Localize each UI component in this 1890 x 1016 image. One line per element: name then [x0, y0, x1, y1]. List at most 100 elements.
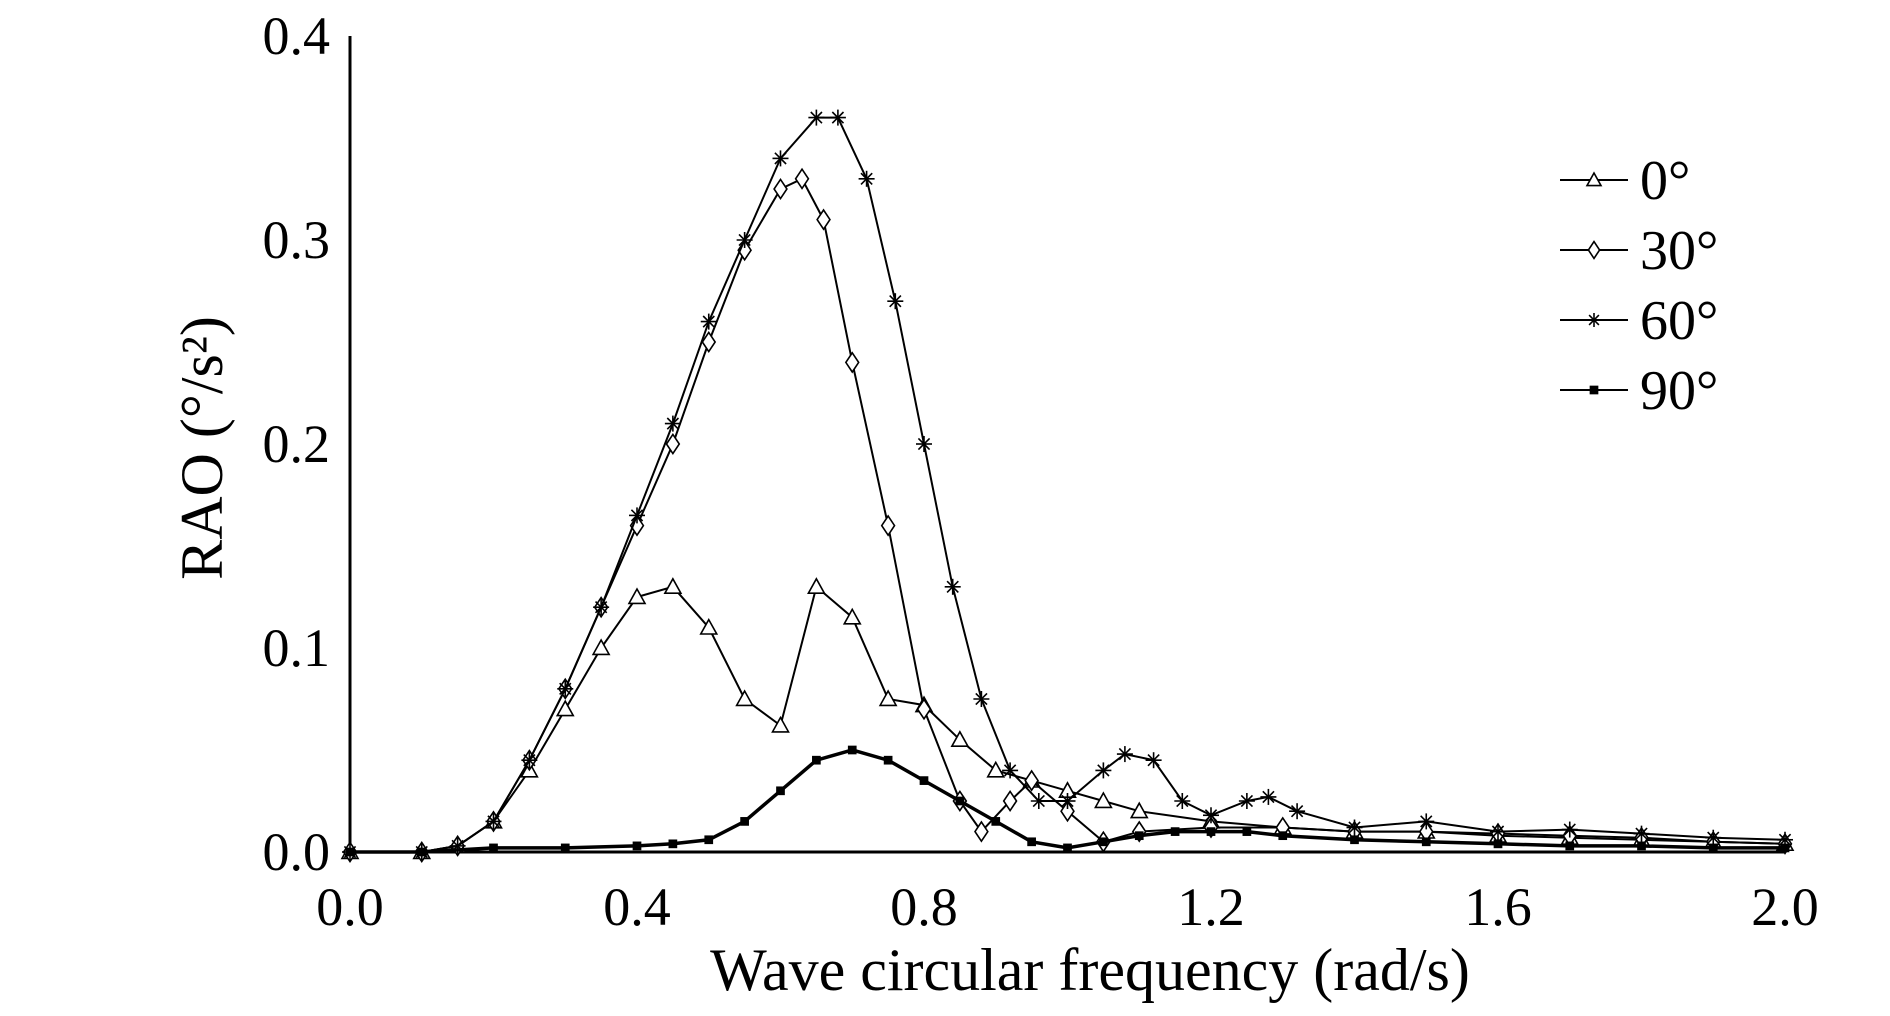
data-point — [773, 177, 788, 201]
data-point — [629, 507, 645, 524]
legend-item: 60° — [1560, 290, 1718, 352]
legend-label: 0° — [1640, 150, 1690, 212]
data-point — [345, 847, 355, 857]
tick-labels: 0.0 0.4 0.8 1.2 1.6 2.0 0.0 0.1 0.2 0.3 0.4 — [263, 6, 1819, 937]
data-point — [808, 109, 825, 126]
data-point — [1346, 819, 1363, 836]
triangle-marker — [1585, 171, 1603, 187]
data-point — [664, 415, 681, 432]
legend-label: 60° — [1640, 290, 1718, 352]
legend-item: 0° — [1560, 150, 1690, 212]
data-point — [668, 839, 678, 849]
data-point — [1002, 762, 1019, 779]
series-line — [350, 116, 1786, 853]
axes — [348, 36, 1785, 854]
y-tick-label: 0.0 — [263, 822, 331, 882]
data-point — [417, 847, 427, 857]
data-point — [627, 587, 647, 605]
data-point — [847, 745, 857, 755]
data-point — [591, 638, 611, 656]
data-point — [887, 293, 904, 310]
data-point — [1145, 752, 1162, 769]
legend-label: 30° — [1640, 220, 1718, 282]
data-point — [489, 843, 498, 853]
data-point — [1708, 843, 1718, 853]
data-point — [1063, 843, 1072, 853]
data-point — [1024, 769, 1039, 792]
data-point — [593, 599, 610, 616]
series-line — [350, 748, 1785, 854]
data-point — [1561, 821, 1578, 838]
data-point — [974, 820, 989, 843]
data-point — [812, 755, 821, 765]
data-point — [878, 689, 898, 707]
data-point — [807, 577, 826, 595]
x-tick-label: 2.0 — [1751, 877, 1819, 937]
data-point — [916, 436, 932, 452]
data-point — [1350, 835, 1359, 845]
legend-label: 90° — [1640, 360, 1718, 422]
data-point — [1206, 827, 1216, 836]
data-point — [740, 817, 749, 826]
x-tick-label: 0.8 — [890, 877, 958, 937]
data-point — [1002, 789, 1018, 813]
square-marker — [1589, 385, 1599, 395]
data-point — [880, 514, 896, 537]
data-point — [829, 109, 846, 126]
data-point — [1633, 825, 1650, 842]
data-point — [735, 689, 754, 707]
data-point — [1421, 837, 1431, 847]
data-point — [1565, 841, 1575, 851]
data-point — [1278, 831, 1288, 841]
data-point — [816, 208, 831, 231]
data-point — [1242, 827, 1252, 836]
data-point — [1094, 791, 1113, 809]
data-point — [665, 432, 681, 456]
series-layer — [340, 109, 1795, 864]
data-point — [1418, 813, 1435, 830]
legend: 0° 30° 60° 90° — [1560, 150, 1718, 422]
data-point — [704, 835, 714, 845]
data-point — [1170, 827, 1180, 836]
data-point — [555, 699, 575, 717]
series-2 — [342, 109, 1793, 860]
data-point — [842, 607, 862, 625]
data-point — [771, 715, 790, 733]
y-tick-label: 0.3 — [263, 210, 331, 270]
x-tick-label: 1.2 — [1177, 877, 1245, 937]
data-point — [1060, 800, 1075, 823]
data-point — [700, 313, 717, 330]
data-point — [844, 351, 860, 374]
series-line — [350, 177, 1786, 853]
data-point — [521, 752, 538, 769]
data-point — [663, 577, 683, 595]
asterisk-marker — [1587, 313, 1601, 327]
data-point — [794, 167, 810, 190]
legend-item: 90° — [1560, 360, 1718, 422]
data-point — [772, 150, 789, 167]
data-point — [632, 841, 642, 851]
data-point — [1289, 803, 1306, 820]
data-point — [1705, 829, 1722, 846]
data-point — [1059, 793, 1076, 809]
data-point — [916, 698, 932, 721]
series-1 — [342, 167, 1793, 864]
y-tick-label: 0.1 — [263, 618, 331, 678]
data-point — [883, 755, 893, 765]
diamond-marker — [1587, 240, 1601, 260]
data-point — [560, 843, 570, 853]
y-axis-title: RAO (°/s²) — [169, 316, 235, 580]
data-point — [1780, 843, 1790, 853]
data-point — [944, 578, 961, 595]
data-point — [1238, 793, 1255, 809]
data-point — [1493, 839, 1503, 849]
data-point — [1129, 801, 1149, 819]
y-tick-label: 0.2 — [263, 414, 331, 474]
y-tick-label: 0.4 — [263, 6, 331, 66]
data-point — [701, 330, 717, 354]
data-point — [1030, 793, 1047, 809]
x-tick-label: 0.0 — [316, 877, 384, 937]
x-tick-label: 1.6 — [1464, 877, 1532, 937]
legend-item: 30° — [1560, 220, 1718, 282]
